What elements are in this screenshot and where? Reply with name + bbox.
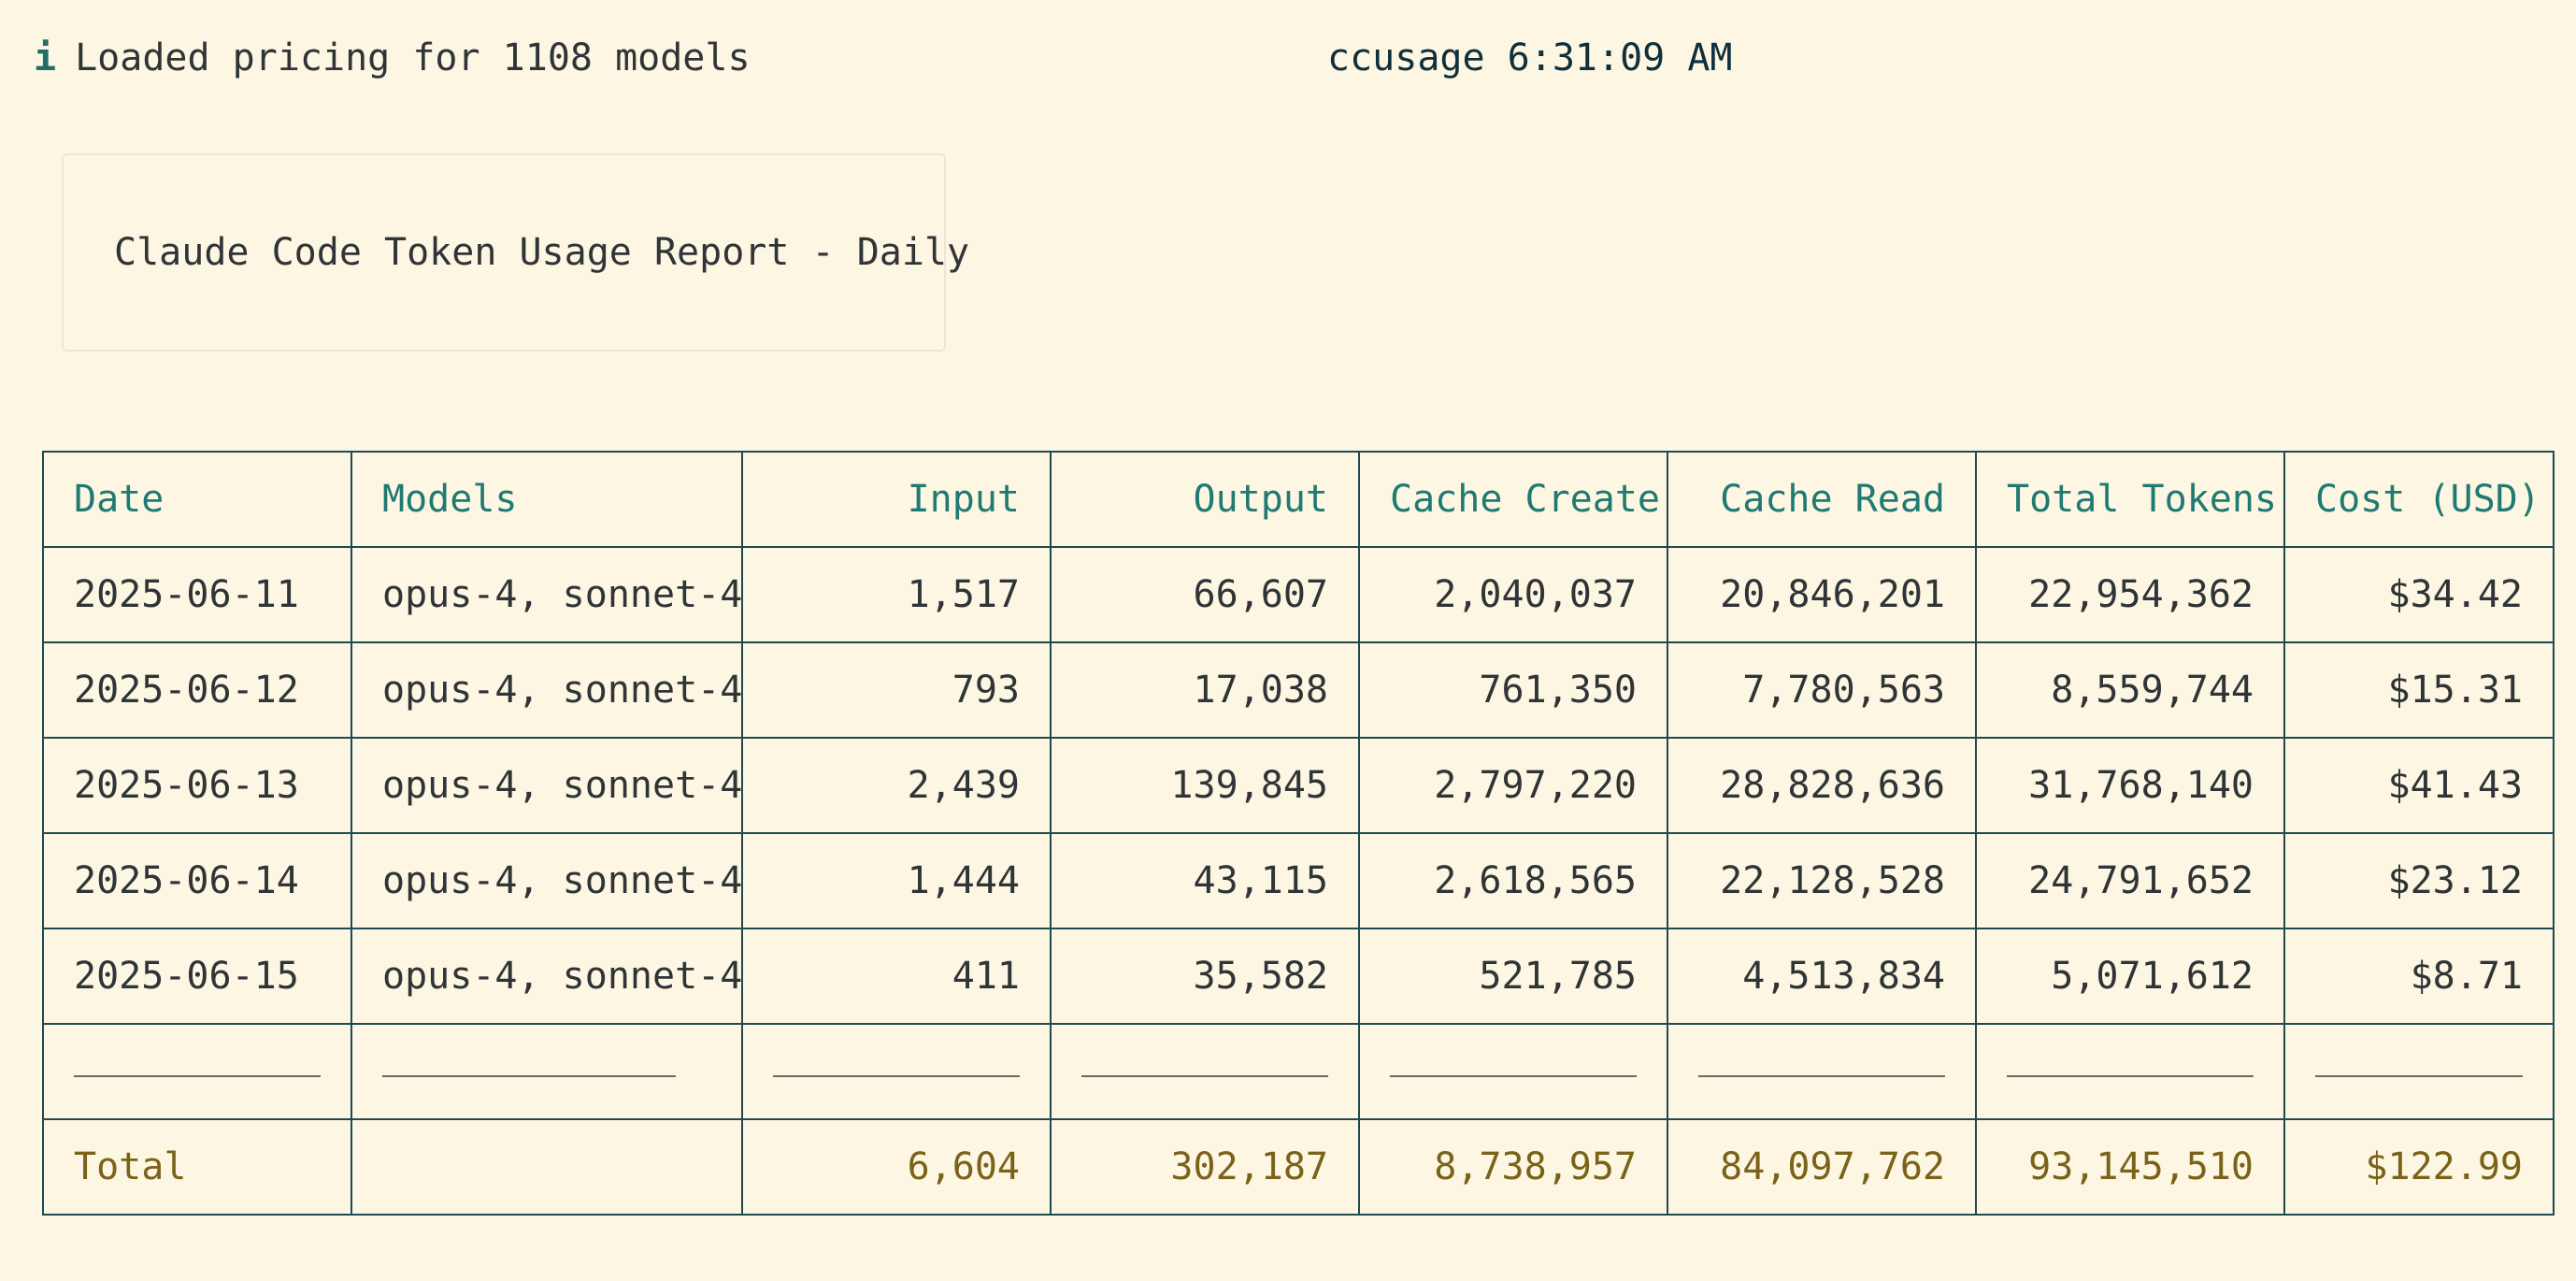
header-cost: Cost (USD): [2283, 451, 2555, 548]
cell-cache-read: 4,513,834: [1667, 928, 1977, 1025]
cell-cost: $15.31: [2283, 641, 2555, 739]
header-total-tokens: Total Tokens: [1975, 451, 2285, 548]
cell-cost: $41.43: [2283, 737, 2555, 834]
total-total-tokens: 93,145,510: [1975, 1118, 2285, 1216]
separator-line: [74, 1075, 321, 1077]
separator-cell: [351, 1023, 743, 1120]
cell-cost: $8.71: [2283, 928, 2555, 1025]
cell-output: 35,582: [1050, 928, 1360, 1025]
cell-cost: $34.42: [2283, 546, 2555, 643]
total-output: 302,187: [1050, 1118, 1360, 1216]
cell-cache-create: 761,350: [1358, 641, 1668, 739]
cell-input: 1,517: [741, 546, 1052, 643]
cell-input: 2,439: [741, 737, 1052, 834]
usage-table: Date Models Input Output Cache Create Ca…: [42, 451, 2555, 1216]
cell-total-tokens: 22,954,362: [1975, 546, 2285, 643]
table-row: 2025-06-15 opus-4, sonnet-4 411 35,582 5…: [42, 928, 2555, 1025]
cell-models: opus-4, sonnet-4: [351, 928, 743, 1025]
cell-models: opus-4, sonnet-4: [351, 832, 743, 929]
separator-row: [42, 1023, 2555, 1120]
cell-models: opus-4, sonnet-4: [351, 737, 743, 834]
cell-date: 2025-06-11: [42, 546, 352, 643]
separator-line: [1081, 1075, 1328, 1077]
header-output: Output: [1050, 451, 1360, 548]
separator-cell: [1358, 1023, 1668, 1120]
header-cache-create: Cache Create: [1358, 451, 1668, 548]
cell-output: 139,845: [1050, 737, 1360, 834]
status-line: i Loaded pricing for 1108 models: [34, 28, 751, 88]
total-cache-create: 8,738,957: [1358, 1118, 1668, 1216]
window-title: ccusage 6:31:09 AM: [1327, 36, 1733, 79]
cell-output: 43,115: [1050, 832, 1360, 929]
separator-line: [2315, 1075, 2523, 1077]
cell-cache-read: 28,828,636: [1667, 737, 1977, 834]
report-title-box: Claude Code Token Usage Report - Daily: [62, 153, 969, 352]
separator-line: [382, 1075, 676, 1077]
info-icon: i: [34, 36, 57, 79]
cell-input: 793: [741, 641, 1052, 739]
table-header-row: Date Models Input Output Cache Create Ca…: [42, 451, 2555, 548]
cell-total-tokens: 31,768,140: [1975, 737, 2285, 834]
separator-line: [2007, 1075, 2254, 1077]
cell-models: opus-4, sonnet-4: [351, 641, 743, 739]
cell-date: 2025-06-15: [42, 928, 352, 1025]
separator-cell: [42, 1023, 352, 1120]
cell-cache-read: 7,780,563: [1667, 641, 1977, 739]
separator-cell: [1667, 1023, 1977, 1120]
header-date: Date: [42, 451, 352, 548]
cell-cache-read: 20,846,201: [1667, 546, 1977, 643]
cell-output: 17,038: [1050, 641, 1360, 739]
total-cache-read: 84,097,762: [1667, 1118, 1977, 1216]
separator-line: [1390, 1075, 1637, 1077]
cell-date: 2025-06-12: [42, 641, 352, 739]
separator-cell: [1050, 1023, 1360, 1120]
separator-cell: [741, 1023, 1052, 1120]
header-input: Input: [741, 451, 1052, 548]
separator-line: [773, 1075, 1020, 1077]
cell-total-tokens: 24,791,652: [1975, 832, 2285, 929]
cell-date: 2025-06-13: [42, 737, 352, 834]
cell-input: 411: [741, 928, 1052, 1025]
cell-output: 66,607: [1050, 546, 1360, 643]
total-input: 6,604: [741, 1118, 1052, 1216]
separator-cell: [2283, 1023, 2555, 1120]
total-cost: $122.99: [2283, 1118, 2555, 1216]
cell-cache-create: 2,040,037: [1358, 546, 1668, 643]
cell-input: 1,444: [741, 832, 1052, 929]
table-row: 2025-06-12 opus-4, sonnet-4 793 17,038 7…: [42, 641, 2555, 739]
cell-models: opus-4, sonnet-4: [351, 546, 743, 643]
header-models: Models: [351, 451, 743, 548]
cell-cache-create: 521,785: [1358, 928, 1668, 1025]
cell-cache-read: 22,128,528: [1667, 832, 1977, 929]
total-row: Total 6,604 302,187 8,738,957 84,097,762…: [42, 1118, 2555, 1216]
separator-cell: [1975, 1023, 2285, 1120]
cell-total-tokens: 5,071,612: [1975, 928, 2285, 1025]
status-message: Loaded pricing for 1108 models: [75, 36, 751, 79]
total-label: Total: [42, 1118, 352, 1216]
separator-line: [1698, 1075, 1945, 1077]
table-row: 2025-06-13 opus-4, sonnet-4 2,439 139,84…: [42, 737, 2555, 834]
total-models: [351, 1118, 743, 1216]
cell-total-tokens: 8,559,744: [1975, 641, 2285, 739]
cell-cache-create: 2,797,220: [1358, 737, 1668, 834]
table-row: 2025-06-11 opus-4, sonnet-4 1,517 66,607…: [42, 546, 2555, 643]
table-row: 2025-06-14 opus-4, sonnet-4 1,444 43,115…: [42, 832, 2555, 929]
header-cache-read: Cache Read: [1667, 451, 1977, 548]
cell-cost: $23.12: [2283, 832, 2555, 929]
cell-date: 2025-06-14: [42, 832, 352, 929]
cell-cache-create: 2,618,565: [1358, 832, 1668, 929]
report-title: Claude Code Token Usage Report - Daily: [114, 231, 970, 274]
